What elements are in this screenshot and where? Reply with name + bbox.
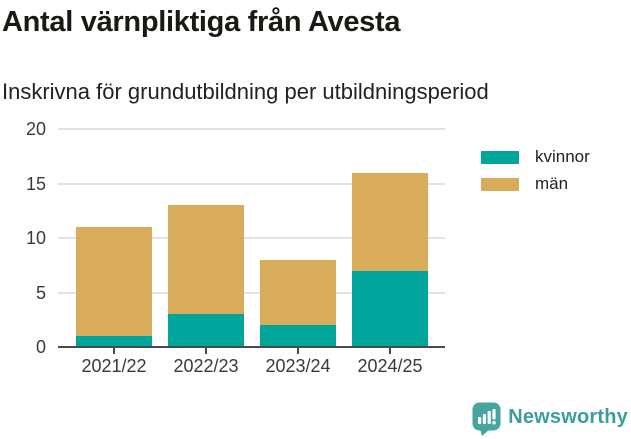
legend-label: kvinnor [535, 147, 590, 166]
gridline-10 [58, 237, 445, 239]
legend-label: män [535, 174, 569, 193]
x-axis-label: 2024/25 [357, 356, 423, 376]
bar-segment-män [352, 172, 428, 271]
y-axis-label: 5 [35, 282, 46, 303]
bar-2024/25 [352, 172, 428, 347]
x-axis-tick [205, 348, 207, 354]
gridline-15 [58, 182, 445, 185]
newsworthy-logo-text: Newsworthy [508, 405, 628, 428]
bar-segment-kvinnor [76, 336, 152, 347]
bar-2021/22 [76, 227, 152, 347]
y-axis-label: 0 [35, 337, 46, 357]
legend-item-kvinnor: kvinnor [481, 147, 590, 167]
bar-segment-kvinnor [260, 325, 336, 347]
newsworthy-logo: Newsworthy [472, 402, 628, 436]
bar-segment-kvinnor [168, 314, 244, 347]
x-axis-tick [113, 348, 115, 354]
bar-segment-män [260, 259, 336, 326]
legend-swatch-kvinnor [481, 150, 519, 164]
x-axis-label: 2022/23 [173, 356, 239, 376]
chart-legend: kvinnor män [481, 147, 590, 201]
y-axis-label: 15 [25, 173, 46, 194]
y-axis-label: 10 [25, 228, 46, 248]
x-axis-tick [297, 348, 299, 354]
bar-segment-män [76, 227, 152, 337]
bar-segment-kvinnor [352, 270, 428, 347]
x-axis-label: 2021/22 [81, 356, 147, 376]
bar-2023/24 [260, 259, 336, 347]
gridline-20 [58, 128, 445, 130]
x-axis-label: 2023/24 [265, 356, 331, 376]
bar-chart-plot: 0 5 10 15 20 2021/22 2022/23 2023/24 2024/25 [26, 119, 445, 376]
bar-segment-män [168, 205, 244, 315]
legend-item-män: män [481, 174, 590, 194]
x-axis-line [58, 345, 445, 348]
chart-subtitle: Inskrivna för grundutbildning per utbild… [2, 79, 489, 104]
gridline-5 [58, 291, 445, 294]
chart-title: Antal värnpliktiga från Avesta [2, 6, 401, 38]
x-axis-tick [389, 348, 391, 354]
legend-swatch-män [481, 177, 519, 191]
bar-2022/23 [168, 205, 244, 347]
newsworthy-logo-icon [472, 402, 501, 436]
y-axis-label: 20 [25, 119, 46, 139]
